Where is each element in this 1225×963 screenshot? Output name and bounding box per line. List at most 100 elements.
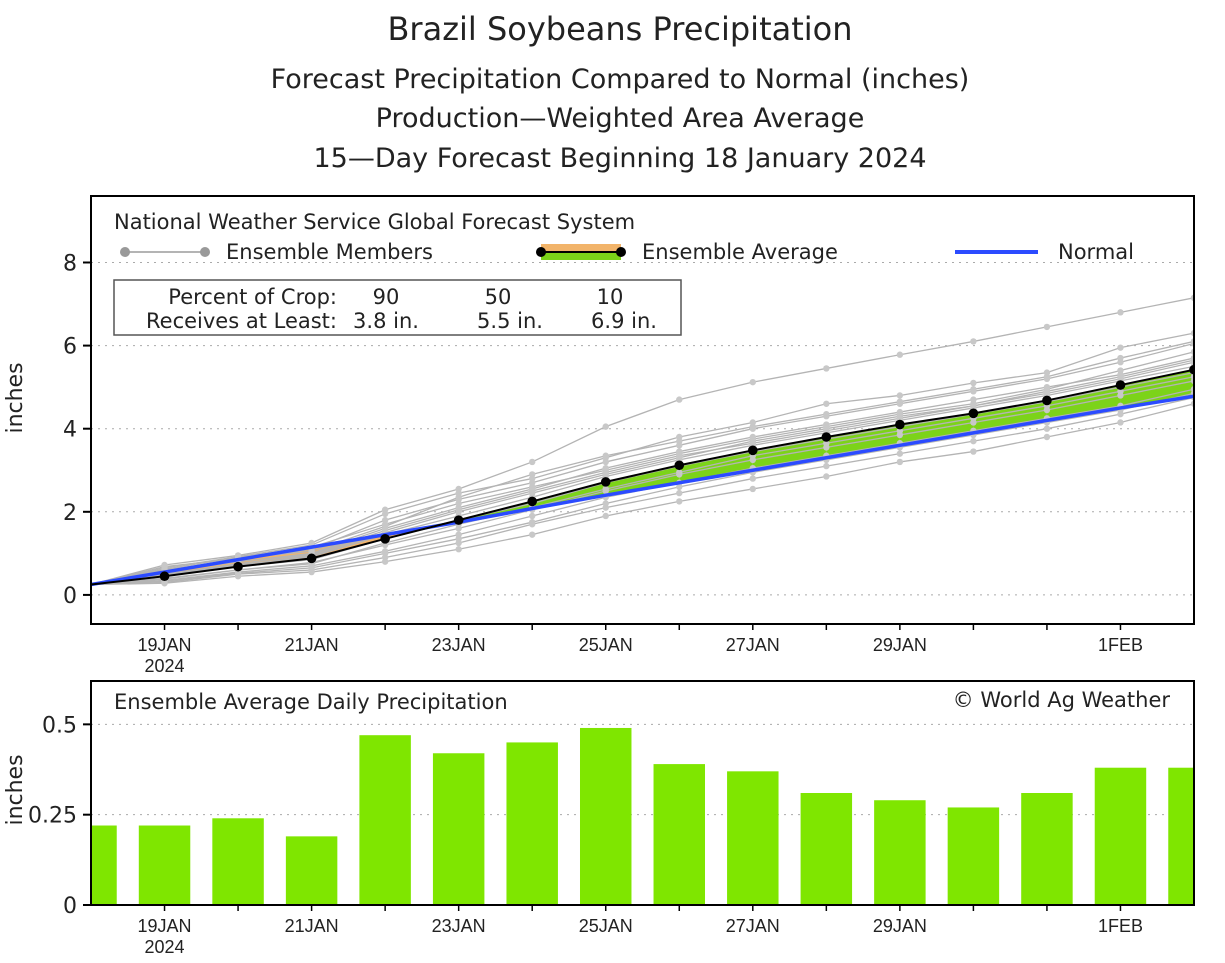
ensemble-member-point <box>823 365 830 372</box>
ensemble-member-point <box>1117 373 1124 380</box>
ensemble-member-point <box>749 485 756 493</box>
ensemble-member-point <box>823 462 830 470</box>
top-x-tick-label: 1FEB <box>1098 635 1143 655</box>
crop-table-box <box>113 279 682 336</box>
daily-precip-bar <box>359 735 411 905</box>
legend-members-dot-right <box>200 247 210 257</box>
ensemble-member-point <box>970 448 977 455</box>
ensemble-member-point <box>823 410 830 418</box>
crop-table-row2-label: Receives at Least: <box>146 309 337 333</box>
ensemble-member-point <box>1043 323 1051 331</box>
crop-table-row1-label: Percent of Crop: <box>168 285 337 309</box>
top-x-tick-label: 27JAN <box>726 635 780 655</box>
daily-precip-bar <box>579 727 632 905</box>
ensemble-member-point <box>676 498 683 505</box>
ensemble-member-point <box>970 437 977 445</box>
top-gridlines <box>91 261 1194 596</box>
ensemble-member-point <box>602 458 609 466</box>
top-y-tick-label: 8 <box>63 251 77 276</box>
daily-precip-bar <box>800 793 853 905</box>
ensemble-average-point <box>600 477 611 487</box>
ensemble-average-point <box>748 445 758 456</box>
ensemble-member-point <box>455 500 462 507</box>
ensemble-member-point <box>381 558 389 565</box>
bottom-x-tick-sublabel: 2024 <box>145 937 185 957</box>
chart-subtitle-1: Forecast Precipitation Compared to Norma… <box>271 64 970 95</box>
ensemble-member-point <box>161 563 168 570</box>
legend-normal: Normal <box>955 240 1134 264</box>
ensemble-member-point <box>676 469 683 476</box>
crop-table: Percent of Crop: Receives at Least: 90 5… <box>113 279 682 336</box>
ensemble-average-point <box>380 534 390 544</box>
ensemble-member-point <box>896 398 904 405</box>
ensemble-member-point <box>970 379 977 387</box>
daily-precip-bar <box>947 807 1000 905</box>
ensemble-member-point <box>602 485 609 493</box>
legend-normal-label: Normal <box>1058 240 1134 264</box>
ensemble-member-point <box>749 423 756 430</box>
ensemble-member-line <box>91 297 1194 586</box>
ensemble-member-point <box>676 437 683 445</box>
ensemble-average-point <box>1042 395 1052 406</box>
ensemble-member-point <box>529 531 536 538</box>
legend-average-label: Ensemble Average <box>642 240 838 264</box>
top-x-tick-label: 23JAN <box>432 635 486 655</box>
bottom-x-tick-label: 25JAN <box>579 916 633 936</box>
ensemble-member-point <box>970 402 977 410</box>
ensemble-member-point <box>896 415 904 422</box>
ensemble-member-line <box>91 359 1194 586</box>
daily-precip-bar <box>874 800 926 905</box>
ensemble-member-point <box>1043 388 1051 395</box>
top-y-tick-label: 0 <box>63 584 77 609</box>
daily-precip-bar <box>1021 793 1073 905</box>
top-x-tick-label: 21JAN <box>285 635 339 655</box>
bottom-x-tick-label: 29JAN <box>873 916 927 936</box>
crop-table-amount: 3.8 in. <box>353 309 419 333</box>
ensemble-member-point <box>1117 367 1124 374</box>
ensemble-member-point <box>602 469 609 476</box>
bottom-y-axis-label: inches <box>3 754 28 825</box>
ensemble-member-point <box>823 440 830 447</box>
ensemble-member-point <box>676 452 683 459</box>
crop-table-percent: 50 <box>485 285 512 309</box>
daily-precip-bar <box>727 771 779 905</box>
ensemble-member-point <box>1043 425 1051 432</box>
ensemble-member-point <box>896 392 904 399</box>
ensemble-member-line <box>91 392 1194 586</box>
bottom-y-tick-label: 0.5 <box>42 713 77 738</box>
top-plot-frame <box>90 195 1195 625</box>
ensemble-member-point <box>529 518 536 526</box>
ensemble-member-line <box>91 357 1194 586</box>
daily-precip-bar <box>506 742 558 905</box>
daily-precip-bar <box>432 753 485 905</box>
top-y-ticks: 0 2 4 6 8 <box>63 251 91 609</box>
top-x-tick-label: 19JAN <box>138 635 192 655</box>
ensemble-average-point <box>968 408 979 419</box>
ensemble-member-point <box>823 473 830 480</box>
ensemble-member-point <box>970 386 977 393</box>
daily-precip-bar <box>91 825 117 905</box>
ensemble-member-point <box>896 351 904 358</box>
ensemble-average-point <box>453 515 464 525</box>
ensemble-member-line <box>91 332 1194 586</box>
daily-bars <box>91 727 1194 905</box>
ensemble-member-point <box>676 396 683 403</box>
ensemble-member-point <box>1117 309 1124 316</box>
bottom-x-tick-label: 21JAN <box>285 916 339 936</box>
ensemble-average-point <box>159 571 170 582</box>
ensemble-average-series <box>91 364 1194 586</box>
ensemble-member-point <box>529 458 536 466</box>
ensemble-members <box>91 294 1194 587</box>
legend-members: Ensemble Members <box>120 240 433 264</box>
ensemble-member-point <box>529 512 536 520</box>
ensemble-average-point <box>1189 364 1194 375</box>
ensemble-member-line <box>91 361 1194 586</box>
ensemble-member-line <box>91 396 1194 586</box>
ensemble-average-point <box>306 553 317 564</box>
ensemble-member-point <box>455 494 462 501</box>
ensemble-member-point <box>1117 344 1124 351</box>
